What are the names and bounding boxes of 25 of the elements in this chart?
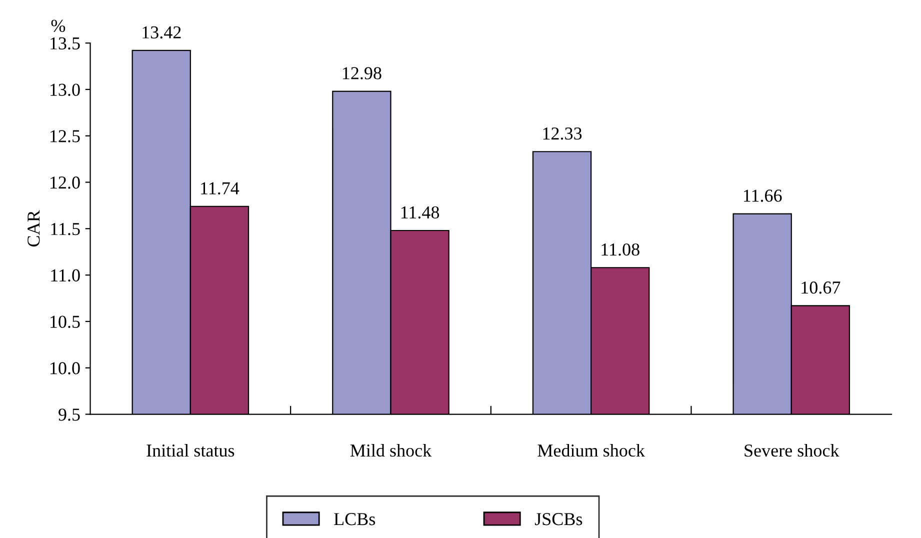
y-tick-label: 12.5 [50,130,80,142]
data-label: 11.48 [401,206,440,219]
data-label: 12.98 [342,67,382,80]
y-tick-label: 9.5 [58,408,80,421]
y-tick-label: 12.0 [50,176,80,189]
data-label: 12.33 [543,127,582,140]
legend-label: JSCBs [534,513,582,526]
x-tick-label: Initial status [146,444,234,457]
data-label: 13.42 [142,26,181,39]
x-tick-label: Medium shock [538,444,645,457]
y-axis-title: CAR [28,210,40,246]
data-label: 10.67 [802,281,840,294]
x-tick-label: Severe shock [744,444,840,457]
y-tick-label: 10.0 [50,362,80,374]
y-tick-label: 11.5 [51,222,80,236]
legend-label: LCBs [334,513,376,526]
y-tick-label: 13.5 [50,37,80,50]
x-tick-label: Mild shock [350,444,432,457]
data-label: 11.66 [744,190,782,202]
y-tick-label: 11.0 [51,269,80,282]
y-tick-label: 13.0 [50,84,80,96]
y-tick-label: 10.5 [50,316,80,328]
text: % [51,20,66,32]
data-label: 11.08 [602,243,640,256]
data-label: 11.74 [201,182,240,194]
